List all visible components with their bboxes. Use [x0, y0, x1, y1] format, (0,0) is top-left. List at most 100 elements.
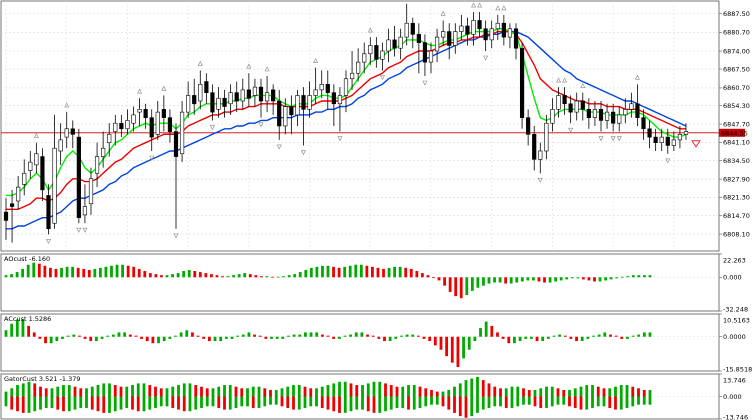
bullish-candle[interactable] [550, 109, 555, 124]
bearish-candle[interactable] [447, 31, 452, 46]
bearish-candle[interactable] [222, 97, 227, 107]
bullish-candle[interactable] [489, 28, 494, 41]
bearish-candle[interactable] [665, 136, 670, 146]
bearish-candle[interactable] [76, 136, 81, 218]
bullish-candle[interactable] [356, 61, 361, 74]
bearish-candle[interactable] [301, 95, 306, 110]
bullish-candle[interactable] [441, 31, 446, 38]
bullish-candle[interactable] [556, 95, 561, 110]
bearish-candle[interactable] [204, 81, 209, 93]
bullish-candle[interactable] [404, 22, 409, 38]
bearish-candle[interactable] [513, 28, 519, 49]
bearish-candle[interactable] [519, 47, 525, 118]
main-price-panel[interactable]: 6887.50 6880.70 6874.00 6867.50 6860.70 6854.… [0, 0, 750, 252]
bullish-candle[interactable] [428, 50, 434, 63]
bullish-candle[interactable] [453, 31, 458, 46]
bullish-candle[interactable] [471, 20, 476, 35]
bearish-candle[interactable] [465, 25, 470, 35]
bearish-candle[interactable] [526, 117, 531, 135]
bearish-candle[interactable] [271, 89, 276, 102]
bullish-candle[interactable] [677, 134, 683, 141]
bearish-candle[interactable] [580, 100, 585, 110]
bearish-candle[interactable] [416, 34, 421, 43]
bullish-candle[interactable] [659, 136, 664, 143]
bearish-candle[interactable] [501, 22, 506, 38]
bullish-candle[interactable] [295, 95, 300, 116]
bullish-candle[interactable] [362, 53, 367, 63]
bearish-candle[interactable] [149, 117, 154, 138]
bullish-candle[interactable] [131, 114, 136, 124]
bullish-candle[interactable] [574, 100, 579, 113]
bullish-candle[interactable] [125, 120, 130, 130]
bullish-candle[interactable] [319, 84, 324, 91]
ac-indicator-panel[interactable]: 10.5163 0.0000 -15.8518 ACcust 1.5286 [0, 313, 752, 373]
bullish-candle[interactable] [179, 111, 185, 155]
bearish-candle[interactable] [568, 103, 573, 113]
bullish-candle[interactable] [16, 186, 21, 202]
bullish-candle[interactable] [623, 109, 628, 116]
bearish-candle[interactable] [611, 111, 616, 124]
bearish-candle[interactable] [483, 28, 488, 41]
bullish-candle[interactable] [337, 95, 343, 105]
bullish-candle[interactable] [94, 156, 100, 174]
bullish-candle[interactable] [604, 111, 610, 121]
bullish-candle[interactable] [88, 178, 94, 205]
bullish-candle[interactable] [459, 25, 464, 32]
bullish-candle[interactable] [434, 36, 440, 52]
bullish-candle[interactable] [216, 97, 221, 110]
bullish-candle[interactable] [82, 206, 88, 216]
bearish-candle[interactable] [477, 20, 482, 30]
bullish-candle[interactable] [58, 139, 63, 152]
bullish-candle[interactable] [380, 50, 385, 60]
bullish-candle[interactable] [113, 122, 118, 132]
bearish-candle[interactable] [167, 117, 173, 132]
bearish-candle[interactable] [635, 103, 640, 118]
bearish-candle[interactable] [161, 109, 166, 118]
bullish-candle[interactable] [538, 150, 543, 160]
bullish-candle[interactable] [34, 153, 39, 166]
bullish-candle[interactable] [107, 134, 112, 143]
bullish-candle[interactable] [495, 22, 500, 30]
bullish-candle[interactable] [228, 92, 233, 105]
bullish-candle[interactable] [307, 95, 312, 110]
bullish-candle[interactable] [264, 92, 270, 102]
bearish-candle[interactable] [119, 122, 124, 130]
bullish-candle[interactable] [592, 109, 598, 118]
bullish-candle[interactable] [343, 78, 349, 96]
bearish-candle[interactable] [3, 211, 9, 221]
bearish-candle[interactable] [598, 109, 604, 121]
bearish-candle[interactable] [331, 92, 336, 105]
bullish-candle[interactable] [671, 139, 676, 146]
bullish-candle[interactable] [137, 109, 142, 113]
bullish-candle[interactable] [368, 45, 373, 55]
bearish-candle[interactable] [586, 109, 591, 118]
bearish-candle[interactable] [410, 22, 415, 35]
ao-indicator-panel[interactable]: 22.263 0.000 -32.248 AOcust -6.160 [0, 253, 748, 313]
bullish-candle[interactable] [101, 147, 106, 157]
bullish-candle[interactable] [64, 128, 69, 138]
bearish-candle[interactable] [234, 92, 239, 102]
bearish-candle[interactable] [173, 131, 179, 157]
bullish-candle[interactable] [349, 72, 355, 80]
bearish-candle[interactable] [70, 128, 75, 135]
bearish-candle[interactable] [422, 42, 428, 63]
bearish-candle[interactable] [532, 134, 537, 160]
bullish-candle[interactable] [313, 89, 318, 96]
bearish-candle[interactable] [641, 117, 646, 130]
bearish-candle[interactable] [374, 45, 379, 60]
bullish-candle[interactable] [629, 103, 634, 110]
bullish-candle[interactable] [240, 89, 245, 102]
bullish-candle[interactable] [28, 161, 33, 171]
bearish-candle[interactable] [246, 89, 251, 99]
bearish-candle[interactable] [258, 86, 264, 102]
bullish-candle[interactable] [386, 39, 391, 52]
bearish-candle[interactable] [46, 195, 51, 230]
gator-indicator-panel[interactable]: 13.746 0.000 -13.746 GatorCust 3.521 -1.379 [0, 373, 748, 420]
bearish-candle[interactable] [653, 136, 658, 143]
bearish-candle[interactable] [392, 39, 397, 49]
bearish-candle[interactable] [277, 100, 282, 127]
bullish-candle[interactable] [198, 84, 203, 102]
bullish-candle[interactable] [52, 147, 57, 224]
bearish-candle[interactable] [289, 106, 294, 116]
bullish-candle[interactable] [507, 28, 513, 38]
